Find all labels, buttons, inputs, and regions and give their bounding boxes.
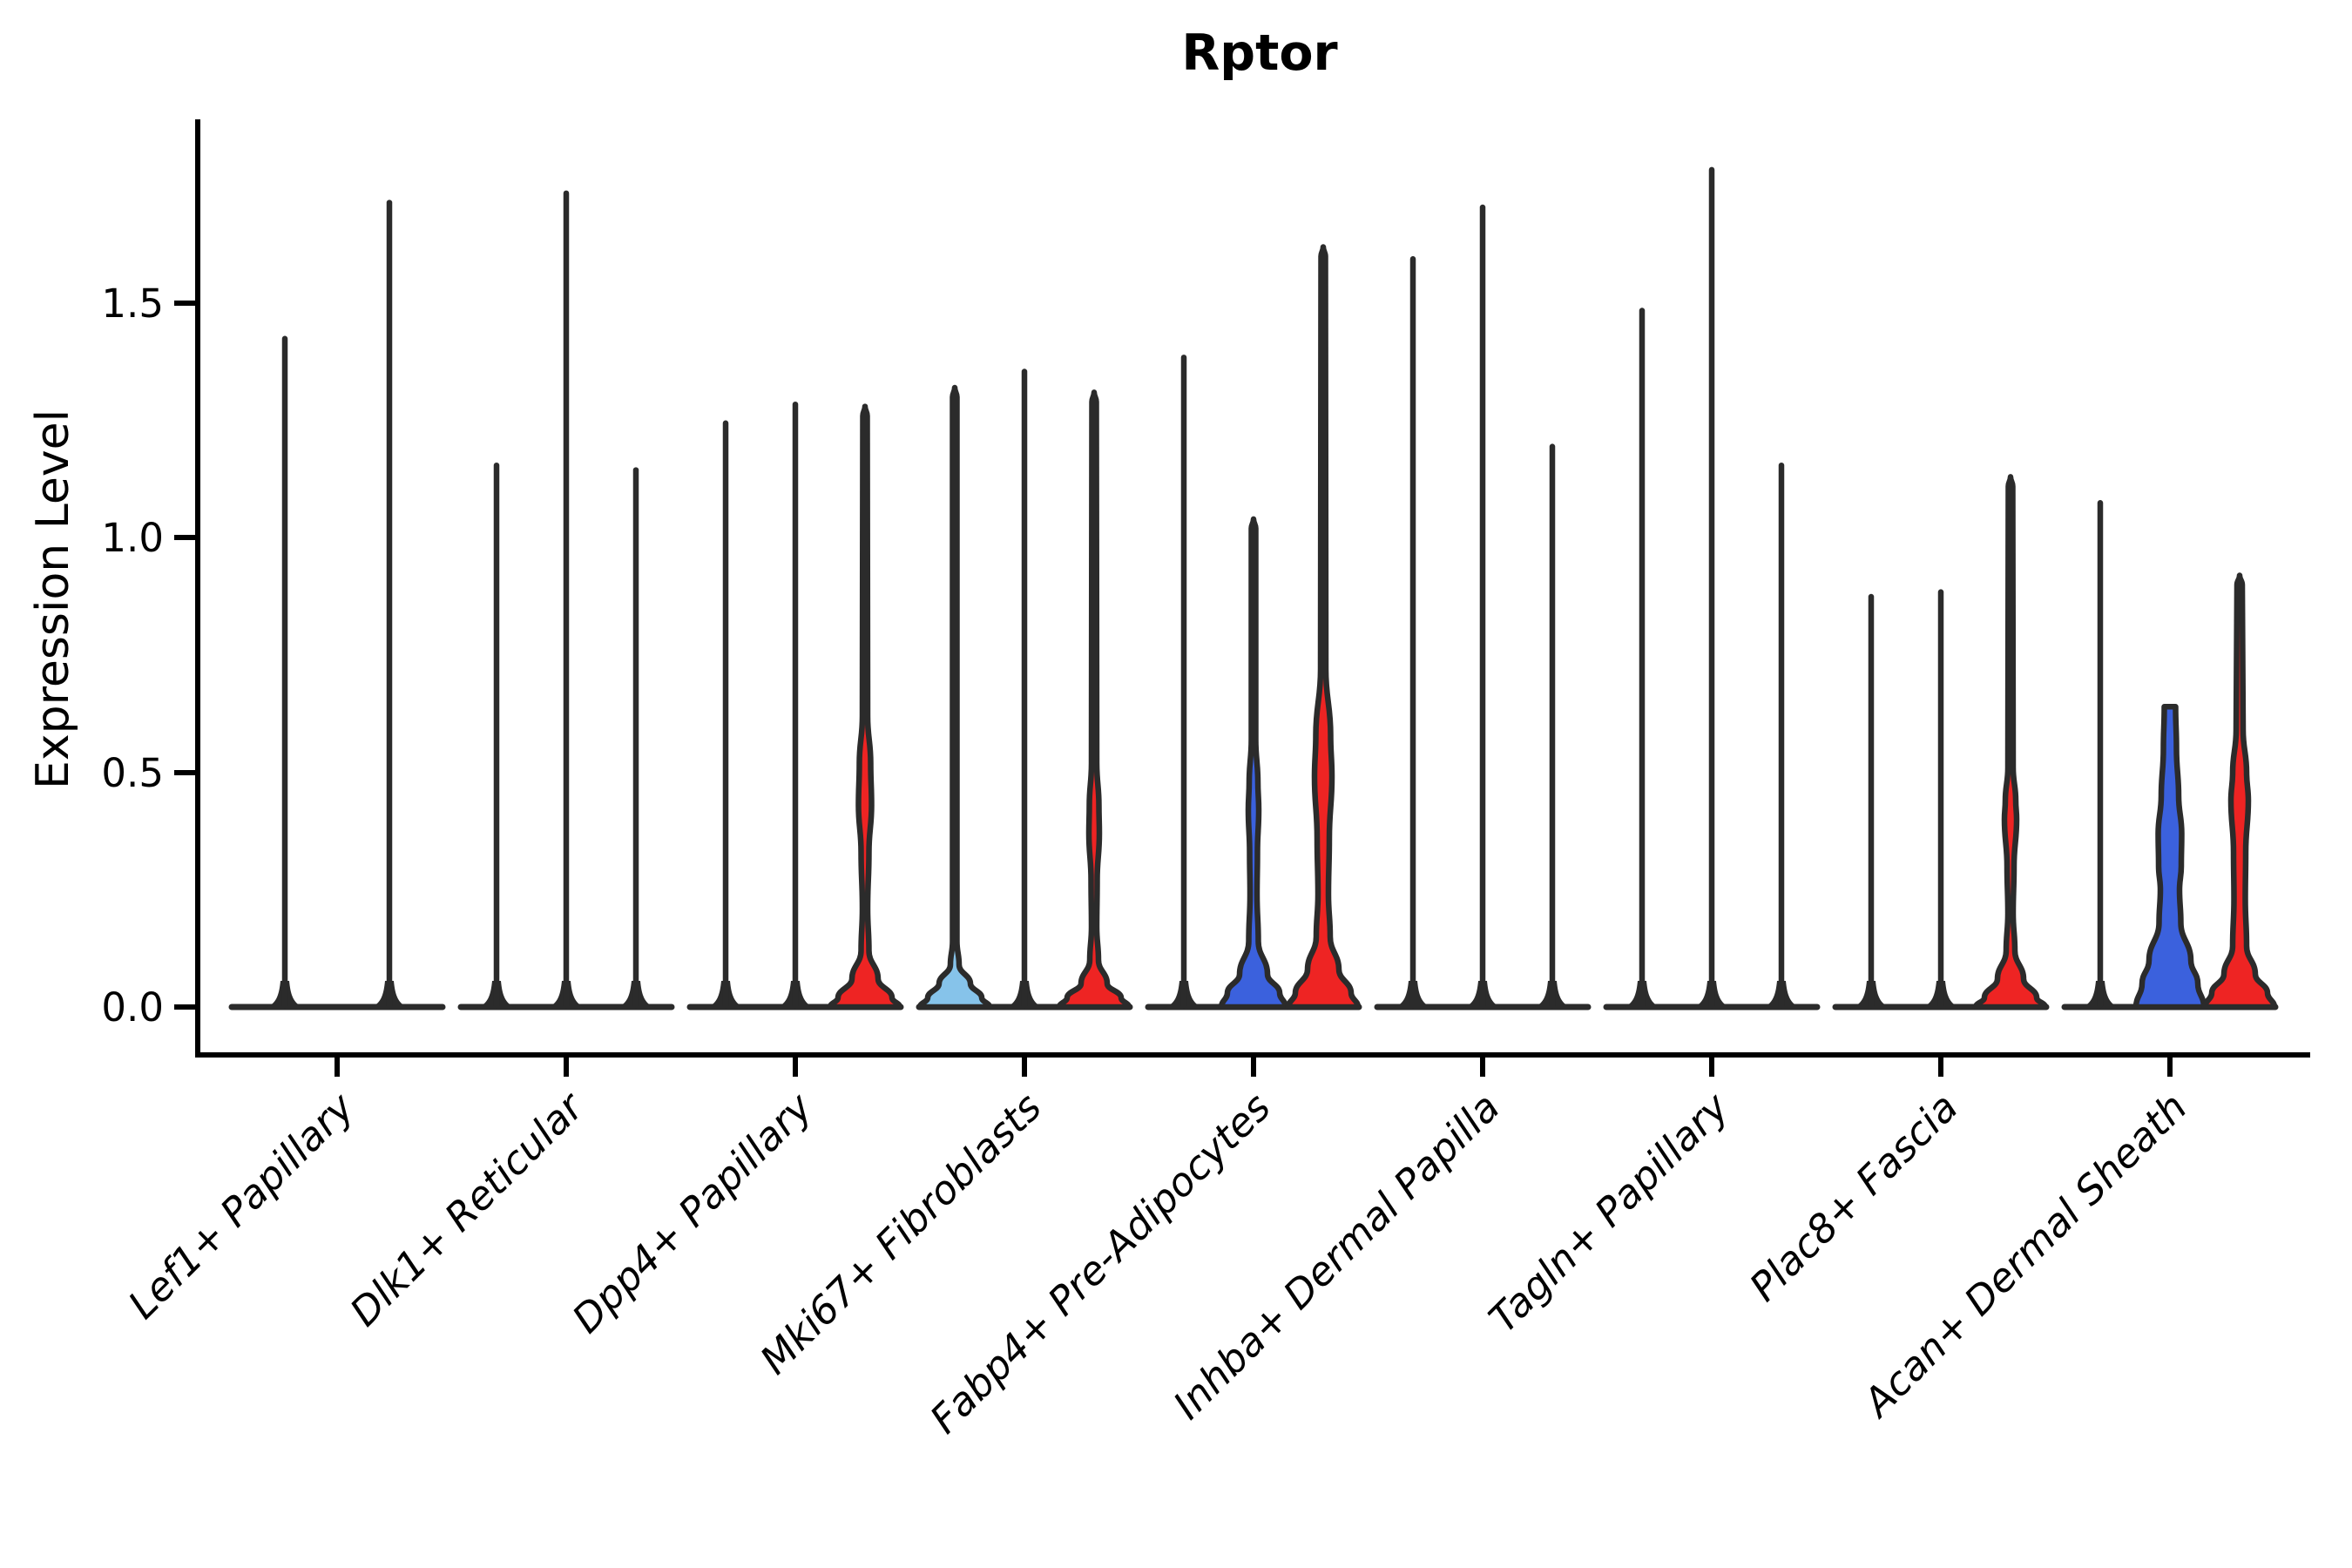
violin-fabp4-pre-adipocytes-2	[1285, 244, 1362, 1010]
y-tick-label: 1.0	[101, 515, 164, 561]
violin-layer	[228, 166, 2279, 1010]
x-tick-label-dpp4-papillary: Dpp4+ Papillary	[564, 1083, 822, 1342]
violin-mki67-fibroblasts-2	[1056, 389, 1132, 1010]
violin-acan-dermal-sheath-1	[2132, 704, 2207, 1010]
violin-acan-dermal-sheath-2	[2201, 572, 2278, 1010]
y-tick-label: 0.0	[101, 984, 164, 1031]
violin-dpp4-papillary-2	[827, 403, 903, 1010]
violin-plac8-fascia-2	[1972, 474, 2049, 1010]
y-tick-label: 0.5	[101, 750, 164, 796]
y-tick-label: 1.5	[101, 280, 164, 327]
y-axis-label: Expression Level	[27, 409, 79, 789]
violin-fabp4-pre-adipocytes-1	[1218, 516, 1289, 1010]
violin-mki67-fibroblasts-0	[916, 384, 993, 1010]
x-tick-label-dlk1-reticular: Dlk1+ Reticular	[341, 1083, 593, 1335]
chart-title: Rptor	[1181, 24, 1337, 82]
x-tick-label-plac8-fascia: Plac8+ Fascia	[1740, 1084, 1967, 1310]
x-tick-label-tagln-papillary: Tagln+ Papillary	[1480, 1083, 1739, 1342]
x-tick-label-lef1-papillary: Lef1+ Papillary	[119, 1083, 364, 1328]
y-tick-marks	[174, 301, 195, 1010]
x-tick-marks	[335, 1058, 2173, 1077]
